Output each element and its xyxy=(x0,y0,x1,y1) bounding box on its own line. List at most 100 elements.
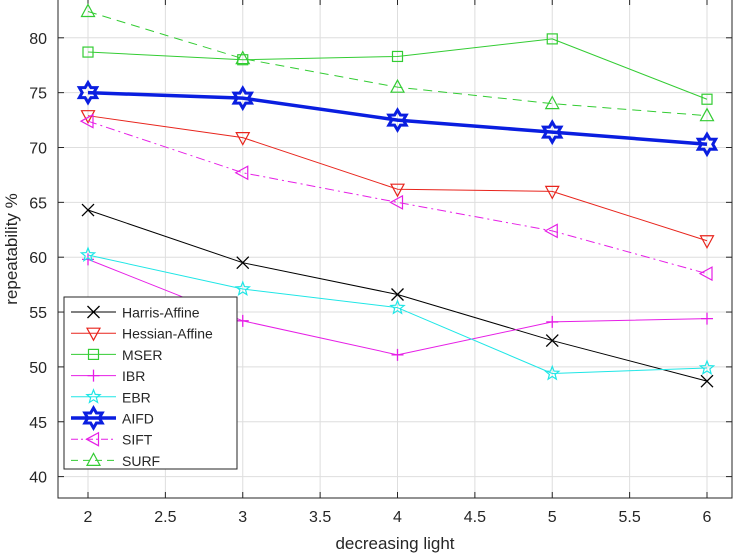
surf-line xyxy=(87,10,708,117)
x-tick-label: 3 xyxy=(238,509,247,526)
legend-swatch-marker xyxy=(85,327,102,342)
legend-label: Harris-Affine xyxy=(122,305,200,321)
legend-item-ibr: IBR xyxy=(71,368,145,384)
y-tick-label: 60 xyxy=(29,250,47,267)
x-axis-label: decreasing light xyxy=(335,534,454,553)
mser-point xyxy=(82,46,94,58)
aifd-line xyxy=(87,90,708,146)
ebr-point xyxy=(544,364,561,381)
legend-swatch-marker xyxy=(87,369,100,382)
legend-item-harris-affine: Harris-Affine xyxy=(71,305,200,321)
mser-point xyxy=(391,50,404,63)
mser-line xyxy=(87,38,708,100)
legend-label: AIFD xyxy=(122,411,154,427)
harris-affine-point xyxy=(81,203,95,217)
series-surf xyxy=(80,3,715,122)
aifd-point xyxy=(76,79,100,106)
legend-swatch-marker xyxy=(85,388,102,404)
sift-line xyxy=(87,120,708,275)
mser-point xyxy=(701,93,713,105)
x-tick-label: 5.5 xyxy=(619,509,641,526)
ebr-point xyxy=(234,280,251,297)
series-hessian-affine xyxy=(80,110,715,250)
legend-item-sift: SIFT xyxy=(71,431,153,448)
aifd-point xyxy=(231,85,254,112)
surf-point xyxy=(80,3,96,18)
sift-point xyxy=(698,266,713,282)
plot-area-frame xyxy=(57,0,733,499)
x-tick-label: 5 xyxy=(548,509,557,526)
x-tick-label: 3.5 xyxy=(309,509,331,526)
y-tick-label: 70 xyxy=(29,141,47,158)
y-tick-label: 45 xyxy=(29,415,47,432)
aifd-point xyxy=(386,107,409,134)
series-ebr xyxy=(79,246,716,381)
legend: Harris-Affine Hessian-Affine MSER IBR EBR AIF… xyxy=(63,296,238,470)
x-tick-label: 6 xyxy=(703,509,712,526)
x-tick-label: 2 xyxy=(84,509,93,526)
hessian-affine-point xyxy=(544,185,560,200)
ebr-line xyxy=(87,254,708,374)
x-tick-label: 4.5 xyxy=(464,509,486,526)
ibr-point xyxy=(701,312,713,325)
legend-item-hessian-affine: Hessian-Affine xyxy=(71,326,213,342)
sift-point xyxy=(234,165,249,181)
ebr-point xyxy=(79,246,97,263)
ibr-point xyxy=(236,314,249,327)
legend-label: MSER xyxy=(122,347,162,363)
sift-point xyxy=(389,194,404,210)
surf-point xyxy=(699,107,715,122)
legend-box xyxy=(63,296,238,470)
legend-label: SURF xyxy=(122,453,160,469)
legend-item-ebr: EBR xyxy=(71,388,151,405)
x-axis-ticks: 2 2.5 3 3.5 4 4.5 5 5.5 6 xyxy=(84,0,712,526)
ibr-point xyxy=(546,315,559,328)
hessian-affine-point xyxy=(80,110,96,124)
y-tick-label: 80 xyxy=(29,31,47,48)
harris-affine-point xyxy=(391,288,404,301)
legend-item-aifd: AIFD xyxy=(71,405,154,431)
sift-point xyxy=(543,223,558,239)
legend-swatch-marker xyxy=(87,305,100,319)
y-axis-ticks: 40 45 50 55 60 65 70 75 80 xyxy=(29,31,732,487)
legend-swatch-marker xyxy=(87,348,100,360)
x-tick-label: 2.5 xyxy=(154,509,176,526)
harris-affine-point xyxy=(236,256,250,270)
hessian-affine-point xyxy=(699,235,715,250)
aifd-point xyxy=(541,119,564,146)
hessian-affine-point xyxy=(235,132,251,146)
legend-label: IBR xyxy=(122,368,145,384)
hessian-affine-line xyxy=(87,115,708,242)
legend-item-mser: MSER xyxy=(71,347,162,363)
series-sift xyxy=(79,113,713,282)
mser-point xyxy=(546,33,558,45)
y-tick-label: 50 xyxy=(29,360,47,377)
legend-label: Hessian-Affine xyxy=(122,326,213,342)
x-tick-label: 4 xyxy=(393,509,402,526)
y-tick-label: 40 xyxy=(29,470,47,487)
surf-point xyxy=(389,78,406,93)
legend-swatch-marker xyxy=(85,431,100,447)
surf-point xyxy=(235,50,251,65)
y-tick-label: 55 xyxy=(29,305,47,322)
ebr-point xyxy=(698,359,716,376)
harris-affine-point xyxy=(545,334,559,348)
series-aifd xyxy=(76,79,719,158)
y-axis-label: repeatability % xyxy=(2,193,21,305)
sift-point xyxy=(79,113,94,129)
ibr-point xyxy=(391,348,404,361)
y-tick-label: 65 xyxy=(29,195,47,212)
legend-swatch-marker xyxy=(85,452,102,466)
legend-item-surf: SURF xyxy=(71,452,160,469)
ebr-point xyxy=(389,298,406,315)
series-harris-affine xyxy=(81,203,714,388)
legend-label: SIFT xyxy=(122,432,153,448)
hessian-affine-point xyxy=(389,183,406,198)
legend-label: EBR xyxy=(122,389,151,405)
y-tick-label: 75 xyxy=(29,86,47,103)
legend-swatch-marker xyxy=(82,405,105,431)
aifd-point xyxy=(695,131,719,158)
surf-point xyxy=(544,95,560,110)
harris-affine-point xyxy=(700,374,714,388)
